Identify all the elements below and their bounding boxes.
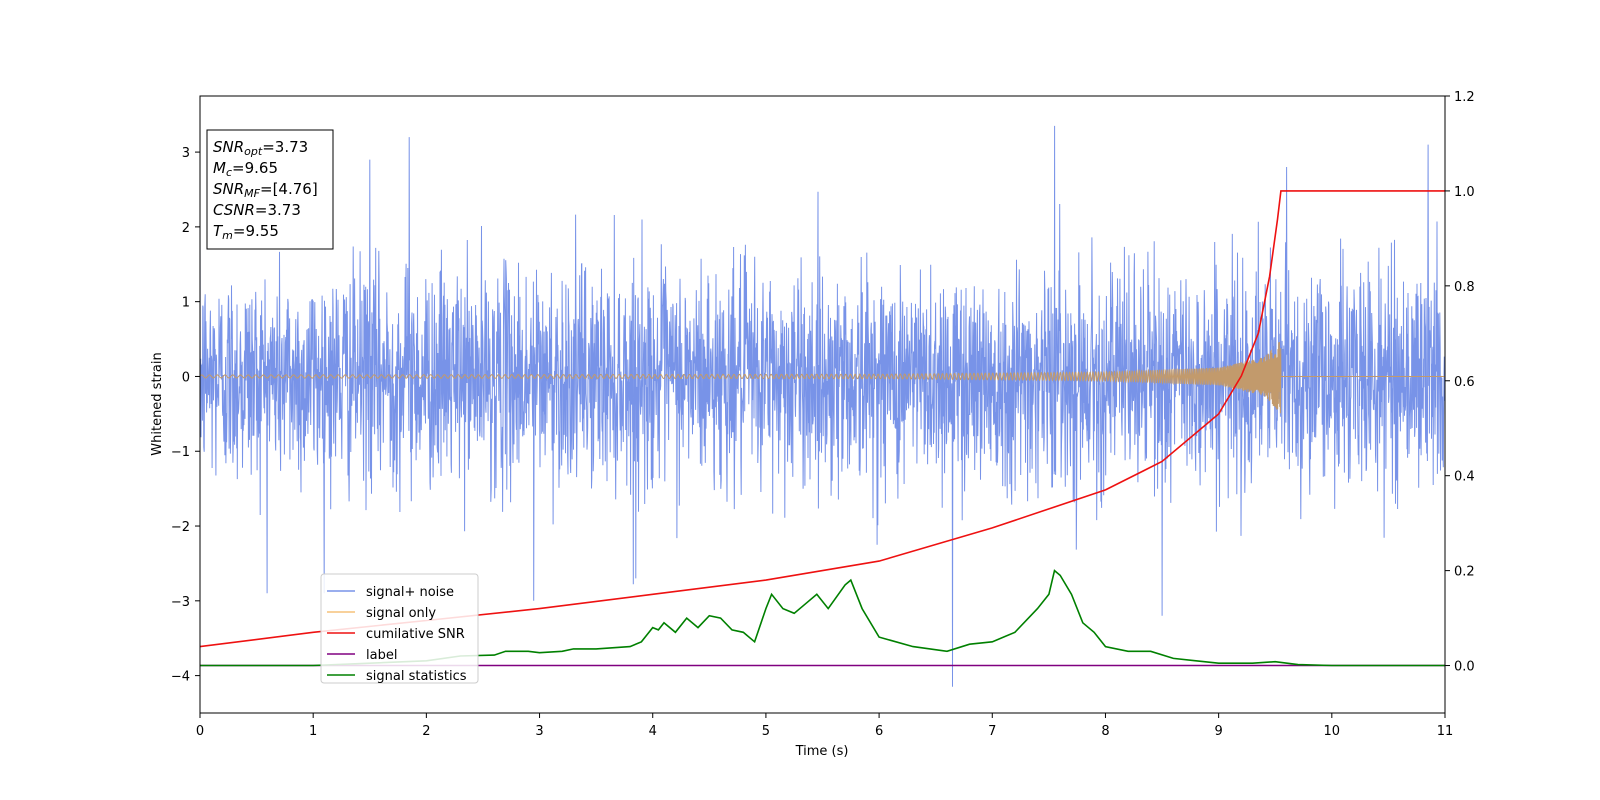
- x-tick-label: 9: [1214, 724, 1222, 739]
- info-subscript: m: [222, 229, 233, 242]
- y-axis-left: −4 −3 −2 −1 0 1 2 3: [171, 146, 200, 685]
- legend: signal+ noise signal only cumilative SNR la…: [320, 573, 479, 684]
- info-box-line: Tm=9.55: [213, 222, 279, 242]
- series-signal-statistics-line: [200, 569, 1445, 667]
- info-subscript: opt: [244, 145, 263, 158]
- y-right-tick-label: 0.2: [1454, 565, 1475, 580]
- series-cumulative-snr-line: [200, 190, 1445, 648]
- y-tick-label: −1: [171, 445, 190, 460]
- info-symbol: SNR: [213, 180, 244, 198]
- info-box-line: SNRMF=[4.76]: [213, 180, 318, 200]
- info-box-line: SNRopt=3.73: [213, 138, 308, 158]
- x-tick-label: 11: [1437, 724, 1454, 739]
- x-tick-label: 5: [762, 724, 770, 739]
- x-tick-label: 1: [309, 724, 317, 739]
- x-tick-label: 4: [649, 724, 657, 739]
- y-tick-label: −2: [171, 520, 190, 535]
- y-right-tick-label: 0.6: [1454, 375, 1475, 390]
- x-axis: 0 1 2 3 4 5 6 7 8 9 10 11: [196, 713, 1453, 739]
- y-right-tick-label: 0.8: [1454, 280, 1475, 295]
- y-right-tick-label: 0.0: [1454, 660, 1475, 675]
- x-axis-label: Time (s): [795, 744, 849, 759]
- y-tick-label: 3: [182, 146, 190, 161]
- info-symbol: SNR: [213, 138, 244, 156]
- info-symbol: T: [213, 222, 224, 240]
- info-value: =9.55: [233, 222, 279, 240]
- y-right-tick-label: 1.0: [1454, 185, 1475, 200]
- legend-label: label: [366, 648, 397, 663]
- legend-frame: [320, 573, 479, 684]
- x-tick-label: 6: [875, 724, 883, 739]
- x-tick-label: 2: [422, 724, 430, 739]
- y-right-tick-label: 0.4: [1454, 470, 1475, 485]
- info-box-line: Mc=9.65: [213, 159, 278, 179]
- info-value: =3.73: [255, 201, 301, 219]
- info-value: =[4.76]: [260, 180, 318, 198]
- y-axis-right: 0.0 0.2 0.4 0.6 0.8 1.0 1.2: [1445, 90, 1475, 675]
- x-tick-label: 10: [1324, 724, 1341, 739]
- y-tick-label: 0: [182, 370, 190, 385]
- y-tick-label: 2: [182, 221, 190, 236]
- info-subscript: MF: [244, 187, 260, 200]
- y-tick-label: −4: [171, 670, 190, 685]
- series-signal-only-line: [200, 341, 1445, 414]
- info-box: SNRopt=3.73Mc=9.65SNRMF=[4.76]CSNR=3.73T…: [206, 129, 334, 250]
- legend-label: signal only: [366, 606, 436, 621]
- info-symbol: CSNR: [213, 201, 255, 219]
- legend-label: signal+ noise: [366, 585, 454, 600]
- legend-label: signal statistics: [366, 669, 467, 684]
- info-box-line: CSNR=3.73: [213, 201, 301, 219]
- x-tick-label: 7: [988, 724, 996, 739]
- x-tick-label: 3: [535, 724, 543, 739]
- info-subscript: c: [226, 166, 232, 179]
- y-right-tick-label: 1.2: [1454, 90, 1475, 105]
- info-value: =3.73: [262, 138, 308, 156]
- plot-frame: [199, 95, 1446, 714]
- x-tick-label: 0: [196, 724, 204, 739]
- info-symbol: M: [213, 159, 226, 177]
- y-tick-label: −3: [171, 595, 190, 610]
- y-tick-label: 1: [182, 296, 190, 311]
- series-signal-noise-line: [200, 125, 1445, 687]
- info-box-frame: [206, 129, 334, 250]
- x-tick-label: 8: [1101, 724, 1109, 739]
- legend-label: cumilative SNR: [366, 627, 465, 642]
- y-axis-label: Whitened strain: [150, 352, 165, 455]
- info-value: =9.65: [232, 159, 278, 177]
